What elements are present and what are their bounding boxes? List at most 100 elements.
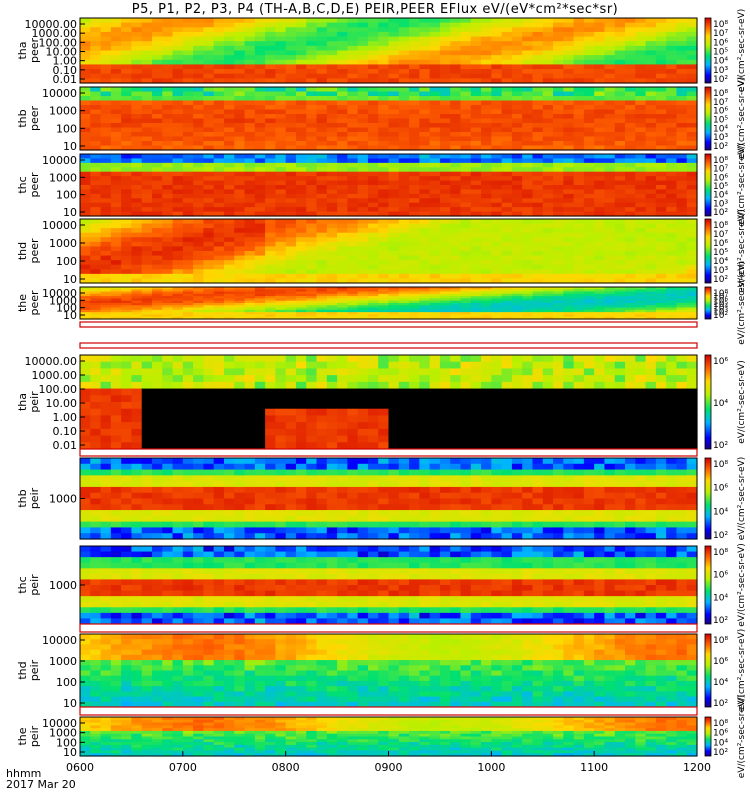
heatmap-cell [419,291,431,295]
heatmap-cell [337,228,348,234]
heatmap-cell [522,316,534,320]
heatmap-cell [635,278,647,284]
heatmap-cell [151,78,163,84]
heatmap-cell [80,73,91,79]
heatmap-cell [357,154,369,160]
heatmap-cell [676,269,688,275]
heatmap-cell [254,278,266,284]
heatmap-cell [357,287,369,290]
heatmap-cell [285,118,297,124]
heatmap-cell [686,202,698,208]
heatmap-cell [151,355,163,363]
heatmap-cell [583,189,595,195]
heatmap-cell [481,100,492,106]
colorbar-tick-label: 10⁸ [713,20,728,30]
heatmap-cell [481,141,492,147]
heatmap-cell [645,296,657,300]
heatmap-cell [532,355,544,363]
heatmap-cell [450,189,462,195]
heatmap-cell [439,127,451,133]
heatmap-cell [388,69,400,75]
heatmap-cell [285,207,297,213]
colorbar-tick-label: 10⁸ [713,221,728,231]
heatmap-cell [131,36,143,42]
heatmap-cell [604,162,616,168]
heatmap-cell [522,260,534,266]
heatmap-cell [470,307,482,311]
heatmap-cell [409,273,420,280]
heatmap-cell [635,241,647,248]
heatmap-cell [573,402,585,410]
heatmap-cell [306,428,318,437]
heatmap-cell [655,59,667,66]
heatmap-cell [121,368,133,376]
heatmap-cell [357,145,369,151]
heatmap-cell [337,109,348,115]
heatmap-cell [481,91,492,97]
heatmap-cell [131,388,143,396]
heatmap-cell [110,114,122,120]
heatmap-cell [367,368,379,376]
heatmap-cell [583,145,595,151]
heatmap-cell [676,36,688,42]
heatmap-cell [223,293,235,297]
heatmap-cell [604,305,616,309]
heatmap-cell [491,22,503,28]
heatmap-cell [367,228,379,234]
heatmap-cell [481,293,492,297]
heatmap-cell [80,162,91,168]
heatmap-cell [110,303,122,306]
heatmap-cell [141,289,153,293]
heatmap-cell [470,381,482,390]
heatmap-cell [645,22,657,28]
heatmap-cell [594,408,606,417]
heatmap-cell [337,87,348,93]
heatmap-cell [532,298,544,302]
heatmap-cell [234,296,246,300]
heatmap-cell [172,314,184,318]
heatmap-cell [306,105,318,111]
heatmap-cell [542,193,554,199]
heatmap-cell [151,202,163,208]
heatmap-cell [162,368,174,376]
heatmap-cell [347,127,359,133]
heatmap-cell [182,109,194,115]
heatmap-cell [182,289,194,293]
heatmap-cell [367,300,379,304]
heatmap-cell [347,381,359,390]
heatmap-cell [573,158,585,164]
heatmap-cell [439,232,451,238]
heatmap-cell [542,176,554,182]
heatmap-cell [388,289,400,293]
heatmap-cell [553,375,564,383]
heatmap-cell [470,59,482,66]
heatmap-cell [326,278,338,284]
heatmap-cell [110,415,122,423]
heatmap-cell [378,202,390,208]
heatmap-cell [275,273,287,280]
heatmap-cell [326,91,338,97]
heatmap-cell [439,388,451,396]
heatmap-cell [347,109,359,115]
heatmap-cell [121,154,133,160]
heatmap-cell [522,368,534,376]
heatmap-cell [563,211,575,217]
heatmap-cell [131,219,143,225]
heatmap-cell [625,291,636,295]
heatmap-cell [326,50,338,56]
heatmap-cell [193,22,204,28]
heatmap-cell [203,55,215,61]
heatmap-cell [100,127,112,133]
heatmap-cell [193,41,204,47]
heatmap-cell [223,158,235,164]
heatmap-cell [80,193,91,199]
heatmap-cell [121,237,133,243]
heatmap-cell [460,193,472,199]
heatmap-cell [265,255,276,261]
heatmap-cell [367,381,379,390]
heatmap-cell [110,109,122,115]
heatmap-cell [676,22,688,28]
heatmap-cell [316,193,328,199]
heatmap-cell [450,307,462,311]
heatmap-cell [460,223,472,229]
